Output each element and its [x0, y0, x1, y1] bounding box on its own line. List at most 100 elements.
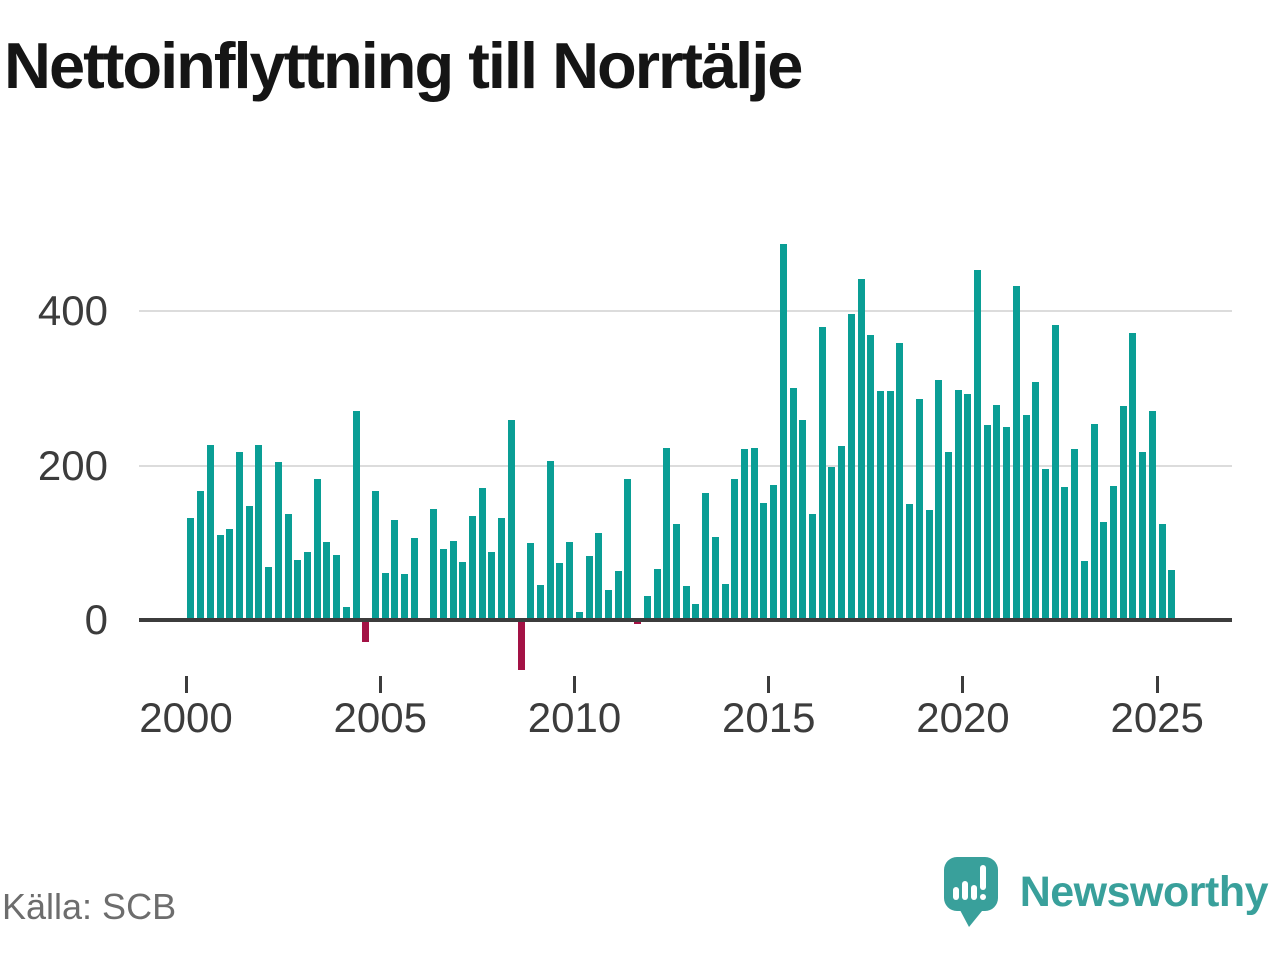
bar [294, 559, 302, 620]
bar [1051, 324, 1059, 620]
bar [449, 541, 457, 620]
bar [381, 572, 389, 620]
bar [546, 460, 554, 620]
bar [663, 447, 671, 620]
x-axis-label: 2010 [527, 694, 622, 741]
bar [624, 479, 632, 620]
bar [1110, 485, 1118, 620]
x-axis-label: 2015 [722, 694, 816, 741]
logo-bar-tall-icon [961, 881, 968, 900]
bar [993, 405, 1001, 620]
bar [1003, 426, 1011, 620]
bar [430, 508, 438, 620]
bar [478, 487, 486, 620]
bar [245, 505, 253, 620]
bar [770, 484, 778, 620]
x-axis-label: 2025 [1110, 694, 1204, 741]
bar [673, 524, 680, 620]
bar [255, 444, 263, 620]
x-axis-baseline [139, 618, 1232, 622]
bar [614, 570, 622, 620]
y-axis-label: 0 [84, 596, 108, 643]
bar [1012, 286, 1020, 620]
bar [401, 573, 409, 620]
bar [1168, 569, 1176, 620]
bar [760, 503, 768, 620]
bar [1158, 524, 1166, 620]
bar [643, 596, 651, 620]
bar [779, 243, 787, 620]
bar [702, 492, 710, 620]
x-axis-tick [767, 676, 771, 693]
bar [799, 419, 807, 620]
bar [1100, 521, 1108, 620]
bar [1032, 382, 1040, 620]
bar [935, 379, 943, 620]
bar [925, 509, 933, 620]
bar [740, 448, 748, 620]
bar [556, 562, 564, 620]
bar [206, 444, 214, 620]
bar [226, 528, 234, 620]
x-axis-label: 2020 [916, 694, 1010, 741]
bar [352, 411, 360, 620]
bar [391, 520, 399, 620]
negative-bar [517, 620, 525, 671]
bar [1071, 448, 1079, 620]
bar [711, 536, 719, 620]
bar [721, 583, 729, 620]
bar [828, 467, 836, 620]
bar [216, 535, 224, 620]
x-axis-tick [378, 676, 382, 693]
source-note: Källa: SCB [2, 886, 177, 927]
bar [731, 479, 739, 620]
gridline [139, 464, 1232, 467]
negative-bar [362, 620, 370, 642]
x-axis-label: 2005 [333, 694, 427, 741]
bar [537, 585, 545, 620]
gridline [139, 310, 1232, 312]
bar [1090, 423, 1098, 620]
bar [1022, 415, 1030, 620]
bar [235, 452, 243, 620]
bar [323, 541, 331, 620]
bar [896, 343, 904, 620]
x-axis-tick [961, 676, 965, 693]
logo-bubble-icon [943, 857, 998, 927]
bar [303, 552, 311, 620]
bar [1061, 487, 1069, 620]
bar [410, 538, 418, 620]
bar [857, 278, 865, 620]
bar [974, 270, 982, 620]
bar [187, 518, 195, 620]
bar [439, 548, 447, 620]
bar [906, 504, 914, 620]
bar [692, 603, 700, 620]
bar [954, 389, 962, 620]
bar [342, 606, 350, 620]
bar [915, 399, 923, 620]
x-axis-tick [572, 676, 576, 693]
bar [265, 566, 273, 620]
bar [1042, 469, 1050, 620]
bar [682, 586, 690, 620]
bar [274, 462, 282, 620]
bar [284, 514, 292, 620]
bar [1080, 560, 1088, 620]
x-axis-label: 2000 [139, 694, 233, 741]
bar [750, 447, 758, 620]
logo-bar-medium-icon [970, 885, 977, 900]
bar [498, 518, 506, 620]
logo-bar-small-icon [952, 887, 959, 900]
bar [818, 327, 826, 620]
bar [459, 562, 467, 620]
bar [313, 478, 321, 620]
bar [808, 514, 816, 620]
bar [789, 388, 797, 620]
bar [847, 314, 855, 620]
bar [197, 490, 205, 620]
bar [1119, 406, 1127, 620]
bar [575, 611, 583, 620]
y-axis-label: 200 [37, 441, 108, 489]
